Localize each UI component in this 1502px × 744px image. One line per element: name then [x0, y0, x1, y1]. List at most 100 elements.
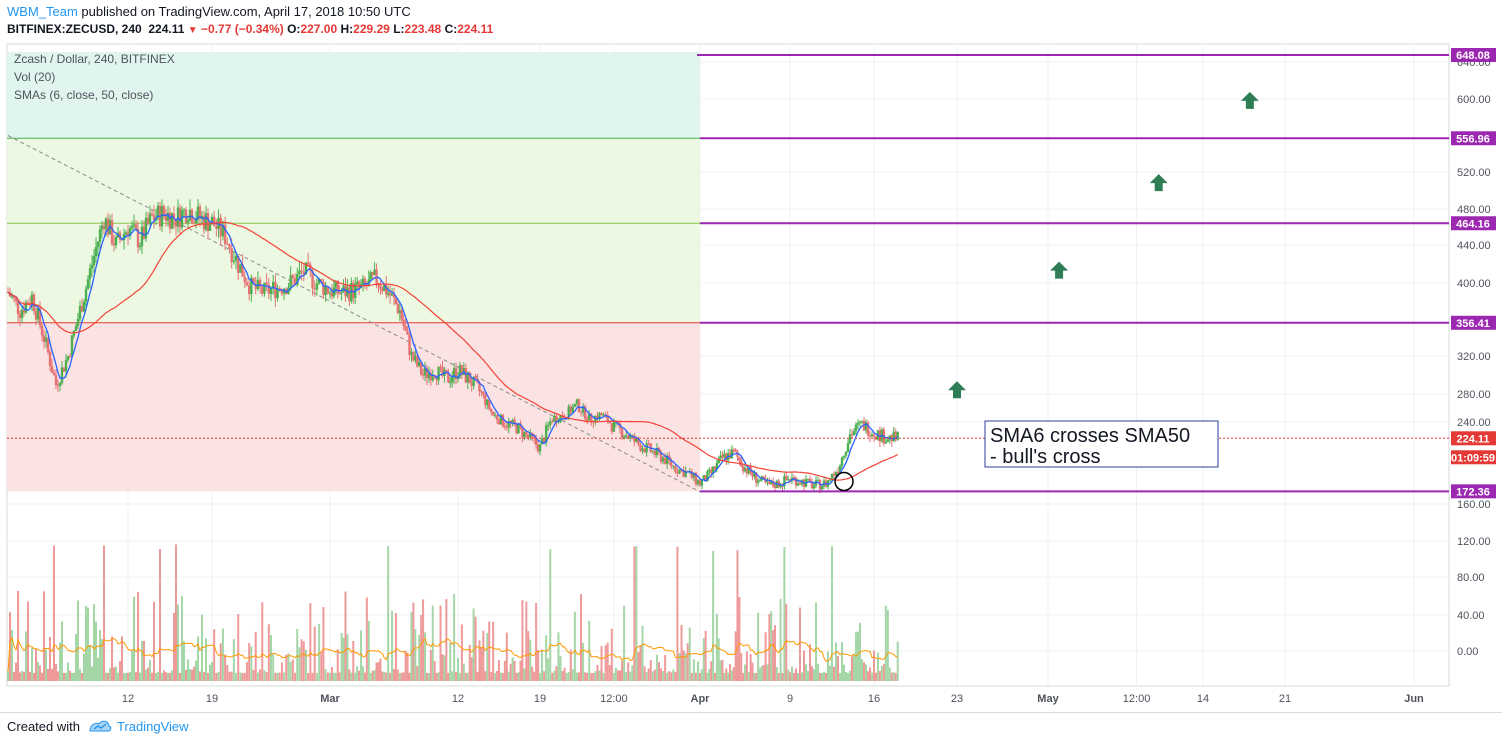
candle-body: [361, 278, 365, 285]
candle-body: [28, 304, 32, 306]
candle-body: [180, 210, 184, 228]
candle-body: [534, 438, 538, 445]
price-tag: [1451, 315, 1496, 330]
volume-bar: [342, 637, 345, 681]
volume-bar: [389, 672, 392, 681]
volume-bar: [71, 673, 73, 681]
volume-bar: [147, 667, 149, 681]
open-label: O:: [287, 22, 301, 36]
candle-body: [371, 272, 374, 275]
candle-body: [491, 411, 495, 416]
candle-body: [221, 224, 225, 237]
volume-bar: [732, 667, 735, 681]
candle-body: [276, 288, 279, 299]
volume-bar: [730, 670, 733, 681]
volume-bar: [361, 666, 364, 681]
volume-bar: [712, 550, 715, 681]
volume-bar: [19, 672, 21, 681]
candle-body: [293, 278, 297, 285]
volume-bar: [87, 607, 89, 681]
volume-bar: [427, 672, 430, 681]
candle-body: [34, 311, 38, 320]
volume-bar: [149, 659, 151, 681]
candle-body: [166, 212, 170, 221]
volume-bar: [457, 658, 459, 681]
volume-bar: [819, 672, 821, 681]
volume-bar: [662, 670, 665, 681]
candle-body: [868, 435, 872, 437]
price-tick-label: 80.00: [1457, 572, 1485, 584]
price-chart[interactable]: SMA6 crosses SMA50 - bull's cross Zcash …: [0, 0, 1502, 712]
volume-bar: [169, 673, 171, 681]
candle-body: [758, 479, 762, 482]
volume-bar: [867, 671, 869, 681]
volume-bar: [580, 594, 583, 681]
volume-bar: [797, 672, 799, 681]
volume-bar: [373, 670, 376, 681]
candle-body: [70, 335, 74, 357]
candle-body: [886, 439, 890, 442]
candle-body: [692, 472, 696, 478]
trend-line[interactable]: [7, 135, 701, 493]
candle-body: [363, 278, 367, 285]
volume-bar: [873, 650, 875, 681]
volume-bar: [243, 672, 246, 681]
symbol-label: BITFINEX:ZECUSD, 240: [7, 22, 142, 36]
candle-body: [497, 419, 501, 425]
annotation-line-2: - bull's cross: [990, 446, 1101, 468]
candle-body: [495, 415, 499, 420]
candle-body: [670, 460, 673, 467]
volume-bar: [340, 632, 343, 681]
volume-bar: [7, 671, 9, 681]
volume-bar: [890, 672, 893, 681]
volume-bar: [606, 642, 609, 681]
candle-body: [771, 480, 775, 486]
volume-bar: [678, 653, 681, 681]
volume-bar: [363, 672, 366, 681]
price-tick-label: 600.00: [1457, 94, 1491, 106]
volume-bar: [125, 672, 127, 681]
candle-body: [864, 422, 868, 431]
cross-marker-circle[interactable]: [834, 471, 854, 492]
volume-bar: [354, 672, 357, 681]
candle-body: [122, 234, 126, 241]
volume-bar: [490, 671, 493, 681]
volume-bar: [460, 624, 463, 681]
volume-bar: [179, 672, 181, 681]
candle-body: [775, 480, 779, 488]
price-tag: [1451, 450, 1496, 465]
volume-bar: [833, 666, 835, 681]
price-axis[interactable]: 0.00 40.00 80.00 120.00 160.00 240.00 280.00 32…: [1457, 57, 1491, 658]
volume-bar: [751, 662, 754, 681]
candle-body: [168, 212, 172, 229]
candle-body: [14, 297, 18, 301]
volume-bar: [228, 671, 231, 681]
tradingview-link[interactable]: TradingView: [117, 719, 189, 734]
volume-bar: [717, 638, 720, 681]
volume-bar: [657, 662, 660, 681]
volume-bar: [379, 658, 382, 681]
candle-body: [210, 216, 214, 225]
volume-bar: [523, 668, 526, 681]
annotation-box[interactable]: SMA6 crosses SMA50 - bull's cross: [984, 420, 1219, 468]
volume-bar: [276, 672, 279, 681]
volume-bar: [896, 641, 899, 681]
volume-bar: [437, 672, 440, 681]
author-link[interactable]: WBM_Team: [7, 4, 78, 19]
candle-body: [100, 225, 104, 230]
candle-body: [610, 423, 613, 432]
candle-body: [386, 292, 390, 295]
candle-body: [708, 469, 711, 472]
candle-body: [741, 466, 745, 472]
volume-bar: [103, 545, 105, 681]
candle-body: [338, 293, 341, 295]
candle-body: [588, 413, 591, 421]
time-axis[interactable]: 12 19 Mar 12 19 12:00 Apr 9 16 23 May 12:00 14 21 Jun: [122, 693, 1424, 705]
candle-body: [144, 217, 148, 239]
candle-body: [10, 296, 14, 298]
volume-bar: [369, 672, 372, 681]
volume-bar: [348, 669, 351, 681]
volume-bar: [11, 630, 13, 681]
candle-body: [836, 472, 840, 474]
volume-bar: [865, 664, 867, 681]
